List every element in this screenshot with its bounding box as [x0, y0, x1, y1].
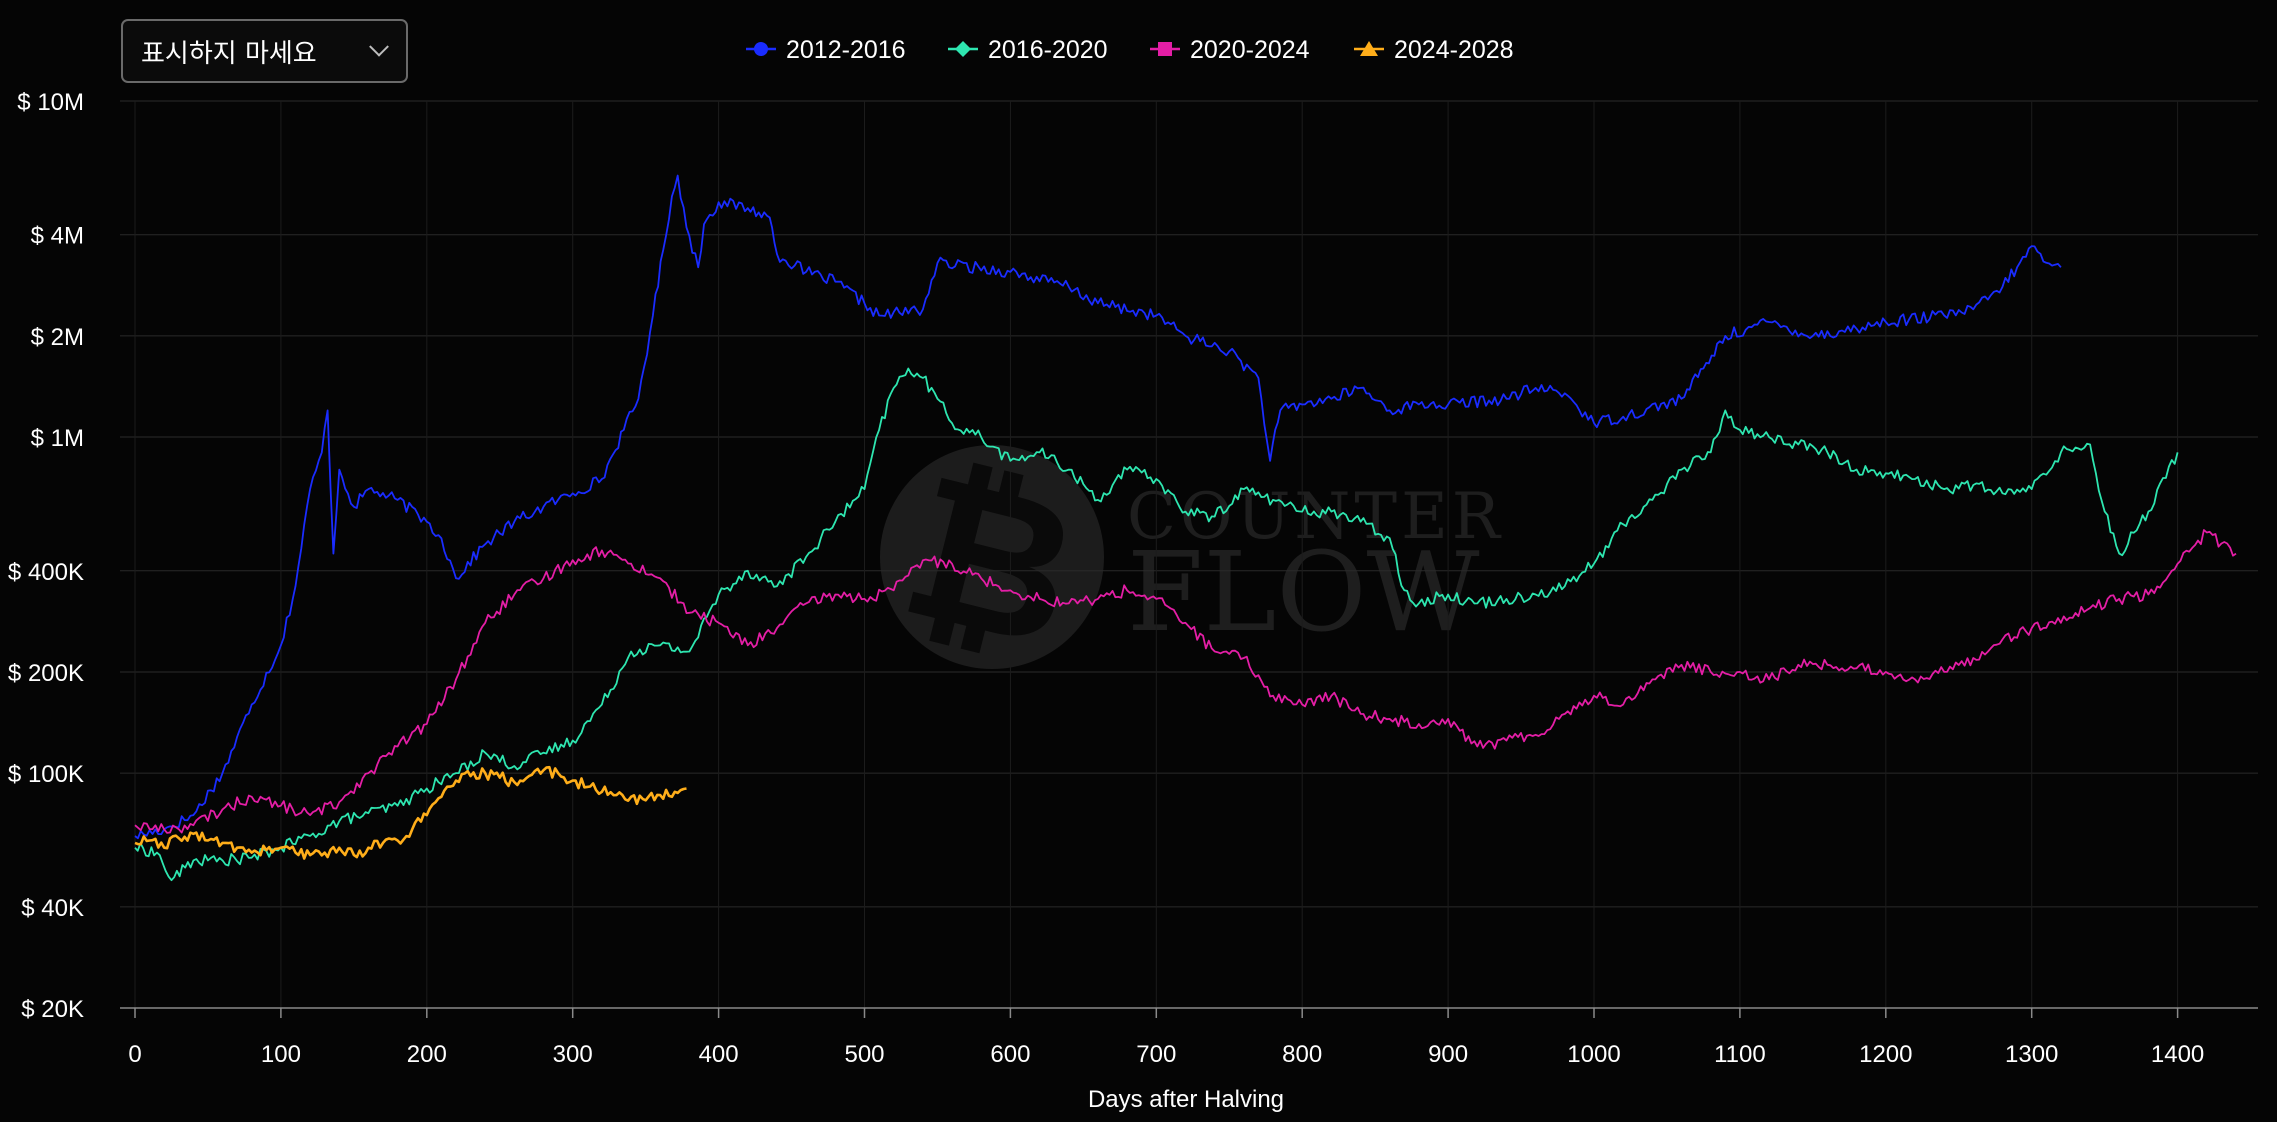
legend-item-2024-2028[interactable]: 2024-2028	[1354, 36, 1514, 64]
x-tick-label: 900	[1428, 1041, 1468, 1068]
x-tick-label: 500	[844, 1041, 884, 1068]
y-tick-label: $ 400K	[8, 559, 84, 586]
dropdown-label: 표시하지 마세요	[141, 38, 317, 69]
y-tick-label: $ 40K	[21, 895, 84, 922]
diamond-marker-icon	[955, 41, 971, 57]
square-marker-icon	[1158, 42, 1172, 56]
watermark-logo-circle	[880, 445, 1104, 669]
grid	[120, 100, 2258, 1008]
legend-label: 2012-2016	[786, 36, 906, 64]
watermark-text-flow: FLOW	[1127, 528, 1480, 656]
bitcoin-icon: ₿	[884, 429, 1099, 695]
legend: 2012-2016 2016-2020 2020-2024 2024-2028	[746, 36, 1514, 64]
legend-item-2012-2016[interactable]: 2012-2016	[746, 36, 906, 64]
x-tick-label: 100	[261, 1041, 301, 1068]
x-tick-label: 200	[407, 1041, 447, 1068]
legend-label: 2024-2028	[1394, 36, 1514, 64]
x-tick-label: 700	[1136, 1041, 1176, 1068]
x-tick-label: 400	[699, 1041, 739, 1068]
watermark: ₿ COUNTER FLOW	[880, 429, 1504, 695]
x-tick-label: 800	[1282, 1041, 1322, 1068]
series-line-2012-2016	[134, 174, 2062, 840]
x-tick-label: 1000	[1567, 1041, 1620, 1068]
y-tick-label: $ 20K	[21, 996, 84, 1023]
series-line-2020-2024	[134, 529, 2237, 834]
axes: $ 20K $ 40K $ 100K $ 200K $ 400K $ 1M $ 2M $ 4M…	[8, 89, 2258, 1068]
series-filter-dropdown[interactable]: 표시하지 마세요	[121, 19, 408, 83]
triangle-marker-icon	[1360, 41, 1378, 56]
x-tick-label: 1300	[2005, 1041, 2058, 1068]
x-tick-label: 600	[990, 1041, 1030, 1068]
y-tick-label: $ 10M	[17, 89, 84, 116]
x-axis-title: Days after Halving	[1088, 1086, 1284, 1113]
y-tick-label: $ 200K	[8, 660, 84, 687]
y-tick-label: $ 2M	[31, 324, 84, 351]
x-tick-label: 300	[553, 1041, 593, 1068]
watermark-text-counter: COUNTER	[1127, 480, 1504, 554]
legend-item-2016-2020[interactable]: 2016-2020	[948, 36, 1108, 64]
legend-label: 2020-2024	[1190, 36, 1310, 64]
x-tick-label: 1200	[1859, 1041, 1912, 1068]
circle-marker-icon	[754, 42, 768, 56]
y-tick-label: $ 100K	[8, 761, 84, 788]
legend-item-2020-2024[interactable]: 2020-2024	[1150, 36, 1310, 64]
y-tick-label: $ 1M	[31, 425, 84, 452]
series-line-2024-2028	[134, 765, 687, 860]
series-lines	[134, 174, 2237, 882]
y-tick-label: $ 4M	[31, 223, 84, 250]
x-tick-label: 1400	[2151, 1041, 2204, 1068]
x-tick-label: 1100	[1714, 1041, 1766, 1068]
series-line-2016-2020	[134, 367, 2179, 882]
legend-label: 2016-2020	[988, 36, 1108, 64]
x-tick-label: 0	[128, 1041, 141, 1068]
